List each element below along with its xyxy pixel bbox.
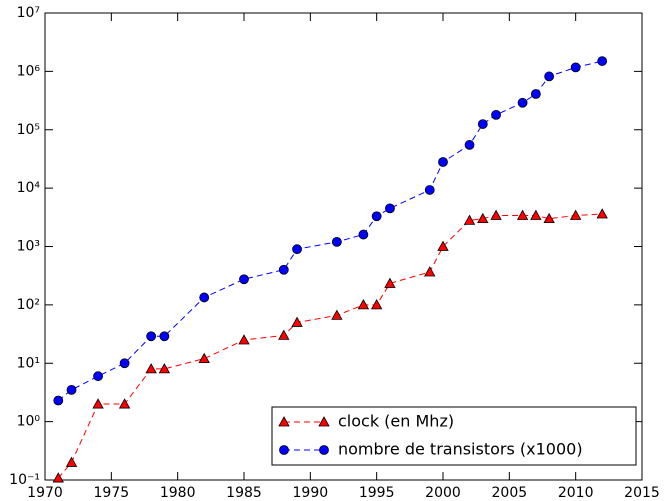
marker xyxy=(198,352,210,364)
marker xyxy=(530,89,541,99)
marker xyxy=(93,371,103,382)
marker xyxy=(146,331,157,342)
x-tick-label: 1970 xyxy=(27,485,63,501)
marker xyxy=(424,185,435,195)
x-tick-label: 1990 xyxy=(293,485,329,501)
marker xyxy=(491,109,501,120)
marker xyxy=(238,334,250,345)
legend-box xyxy=(271,406,637,466)
legend-label: clock (en Mhz) xyxy=(338,412,454,431)
marker xyxy=(331,236,342,247)
marker xyxy=(119,358,130,369)
series-line xyxy=(57,60,603,401)
marker xyxy=(357,299,370,310)
marker xyxy=(477,119,488,129)
y-tick-label: 10⁻¹ xyxy=(9,472,40,488)
legend-label: nombre de transistors (x1000) xyxy=(338,440,583,459)
legend-marker xyxy=(318,416,330,427)
y-tick-label: 10³ xyxy=(17,239,40,255)
marker xyxy=(145,363,157,374)
marker xyxy=(239,274,249,285)
marker xyxy=(159,331,170,342)
marker xyxy=(370,299,383,310)
marker xyxy=(424,266,436,277)
x-tick-label: 2015 xyxy=(624,485,660,501)
x-tick-label: 1975 xyxy=(94,485,130,501)
marker xyxy=(384,277,396,288)
y-tick-label: 10⁵ xyxy=(17,122,40,138)
marker xyxy=(596,208,608,219)
marker xyxy=(438,157,448,167)
marker xyxy=(158,363,171,374)
marker xyxy=(66,384,77,395)
y-tick-label: 10¹ xyxy=(17,355,40,371)
marker xyxy=(517,97,528,108)
marker xyxy=(92,398,104,409)
marker xyxy=(65,456,78,467)
x-tick-label: 2000 xyxy=(425,485,461,501)
marker xyxy=(371,211,382,222)
marker xyxy=(292,244,302,255)
y-tick-label: 10⁶ xyxy=(17,63,41,79)
y-tick-label: 10⁰ xyxy=(17,414,41,430)
marker xyxy=(52,472,64,483)
marker xyxy=(385,203,395,214)
marker xyxy=(199,292,210,303)
y-tick-label: 10⁷ xyxy=(17,5,40,21)
marker xyxy=(463,214,476,225)
legend-marker xyxy=(279,445,289,455)
marker xyxy=(291,316,303,327)
marker xyxy=(597,56,608,66)
legend-marker xyxy=(319,445,329,455)
marker xyxy=(53,395,64,406)
marker xyxy=(278,329,290,340)
marker xyxy=(118,398,131,409)
x-tick-label: 1980 xyxy=(160,485,196,501)
marker xyxy=(570,62,581,73)
marker xyxy=(278,264,289,275)
marker xyxy=(464,140,475,150)
x-tick-label: 2010 xyxy=(558,485,594,501)
legend-marker xyxy=(278,416,290,427)
x-tick-label: 2005 xyxy=(492,485,528,501)
y-tick-label: 10² xyxy=(17,297,40,313)
marker xyxy=(530,209,542,220)
marker xyxy=(331,309,343,320)
marker xyxy=(437,240,449,251)
y-tick-label: 10⁴ xyxy=(17,180,41,196)
marker xyxy=(569,209,582,220)
plot-area xyxy=(44,12,643,481)
marker xyxy=(477,212,489,224)
marker xyxy=(543,212,555,224)
marker xyxy=(516,209,529,220)
marker xyxy=(358,229,369,240)
x-tick-label: 1985 xyxy=(226,485,262,501)
x-tick-label: 1995 xyxy=(359,485,395,501)
marker xyxy=(544,71,555,82)
marker xyxy=(490,209,502,220)
